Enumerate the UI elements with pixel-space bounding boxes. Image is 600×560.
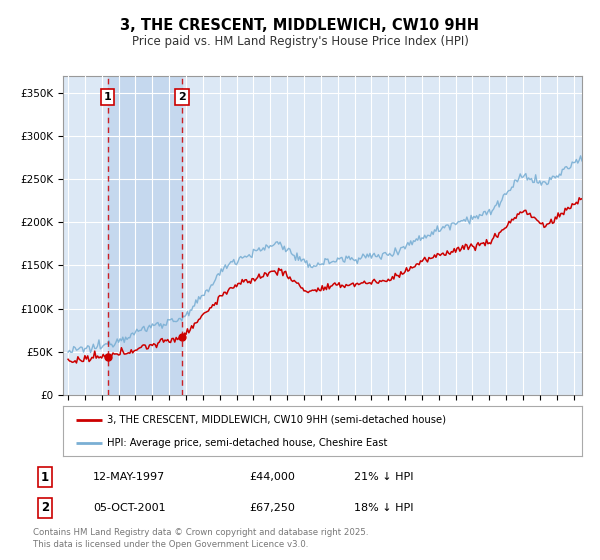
Bar [108, 76, 182, 395]
Text: £67,250: £67,250 [249, 503, 295, 513]
Text: 12-MAY-1997: 12-MAY-1997 [93, 472, 165, 482]
Text: 1: 1 [41, 470, 49, 484]
Text: Contains HM Land Registry data © Crown copyright and database right 2025.
This d: Contains HM Land Registry data © Crown c… [33, 528, 368, 549]
Text: 1: 1 [104, 92, 112, 102]
Text: HPI: Average price, semi-detached house, Cheshire East: HPI: Average price, semi-detached house,… [107, 438, 388, 448]
Text: 18% ↓ HPI: 18% ↓ HPI [354, 503, 413, 513]
Text: Price paid vs. HM Land Registry's House Price Index (HPI): Price paid vs. HM Land Registry's House … [131, 35, 469, 49]
Text: 21% ↓ HPI: 21% ↓ HPI [354, 472, 413, 482]
Text: £44,000: £44,000 [249, 472, 295, 482]
Text: 3, THE CRESCENT, MIDDLEWICH, CW10 9HH (semi-detached house): 3, THE CRESCENT, MIDDLEWICH, CW10 9HH (s… [107, 414, 446, 424]
Text: 2: 2 [41, 501, 49, 515]
Text: 05-OCT-2001: 05-OCT-2001 [93, 503, 166, 513]
Text: 3, THE CRESCENT, MIDDLEWICH, CW10 9HH: 3, THE CRESCENT, MIDDLEWICH, CW10 9HH [121, 18, 479, 32]
Text: 2: 2 [178, 92, 186, 102]
